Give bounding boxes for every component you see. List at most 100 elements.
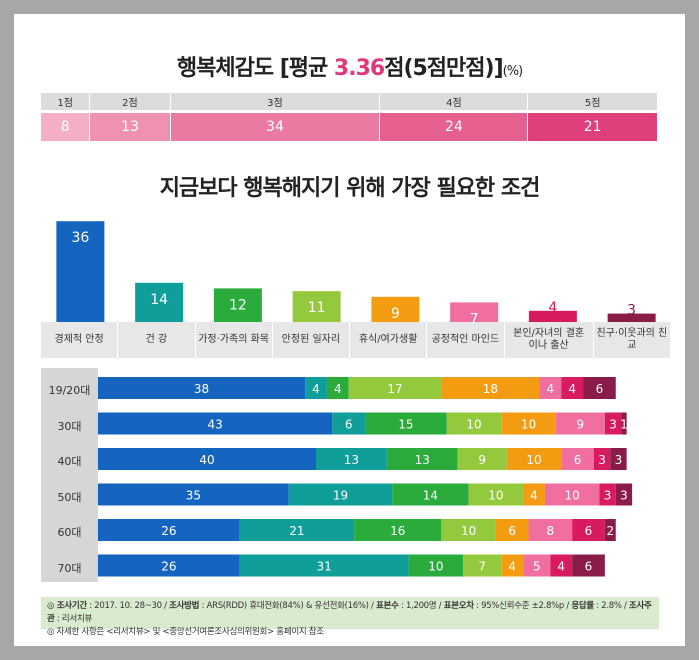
age-group-label: 50대 xyxy=(57,490,82,504)
age-segment xyxy=(316,448,387,470)
footnote-value: : 2.8% / xyxy=(593,601,630,611)
age-segment-label: 10 xyxy=(521,418,536,432)
footnote-key: 표본오차 xyxy=(443,601,474,611)
age-segment-label: 3 xyxy=(615,453,623,467)
scale-value-cell: 24 xyxy=(380,113,529,141)
age-segment xyxy=(98,377,306,399)
age-segment-label: 3 xyxy=(598,453,606,467)
scale-value-cell: 34 xyxy=(170,113,381,141)
footnote-key: 조사방법 xyxy=(169,601,200,611)
age-segment xyxy=(544,483,600,506)
age-group-label: 30대 xyxy=(57,419,82,433)
happiness-title: 행복체감도 [평균 3.36점(5점만점)](%) xyxy=(0,50,699,82)
age-segment xyxy=(572,554,605,577)
age-segment-label: 43 xyxy=(208,418,223,432)
age-segment-label: 6 xyxy=(508,524,516,538)
age-segment-label: 4 xyxy=(557,560,565,574)
age-segment-label: 9 xyxy=(577,418,585,432)
age-segment xyxy=(98,519,240,541)
age-segment xyxy=(441,519,496,541)
scale-header-cell: 5점 xyxy=(528,93,658,110)
age-segment xyxy=(441,377,540,399)
age-segment xyxy=(463,554,502,577)
footnote-key: 표본수 xyxy=(376,601,399,611)
age-segment-label: 5 xyxy=(533,560,541,574)
footnote-value: : ARS(RDD) 휴대전화(84%) & 유선전화(16%) / xyxy=(199,601,377,611)
age-segment-label: 14 xyxy=(423,489,438,503)
scale-header-row: 1점 2점 3점 4점 5점 xyxy=(41,93,658,110)
age-segment-label: 7 xyxy=(478,560,486,574)
age-segment xyxy=(239,554,409,577)
condition-bar-label: 12 xyxy=(229,297,247,313)
age-group-column: 19/20대 30대 40대 50대 60대 70대 xyxy=(41,368,98,582)
age-segment-label: 1 xyxy=(620,418,628,432)
age-segment xyxy=(621,412,627,435)
age-segment-label: 10 xyxy=(428,560,443,574)
age-segment-label: 26 xyxy=(161,524,176,538)
age-segment xyxy=(98,483,289,506)
age-segment xyxy=(354,519,442,541)
age-segment xyxy=(98,448,316,470)
age-segment-label: 3 xyxy=(620,489,628,503)
footnote-line-1: ◎ 조사기간 : 2017. 10. 28~30 / 조사방법 : ARS(RD… xyxy=(47,600,653,626)
age-segment-label: 10 xyxy=(488,489,503,503)
age-segment xyxy=(599,483,616,506)
age-segment-label: 40 xyxy=(199,453,214,467)
age-segment-label: 18 xyxy=(483,382,498,396)
age-group-label: 19/20대 xyxy=(48,384,91,397)
age-segment xyxy=(555,412,605,435)
scale-header-cell: 2점 xyxy=(90,93,171,110)
age-segment-label: 26 xyxy=(161,560,176,574)
age-segment xyxy=(550,554,573,577)
age-segment xyxy=(392,483,469,506)
age-segment-label: 17 xyxy=(387,382,402,396)
age-segment xyxy=(288,483,393,506)
age-segment xyxy=(457,448,507,470)
scale-value-cell: 13 xyxy=(90,113,171,141)
age-segment-label: 4 xyxy=(508,560,516,574)
title-suffix: 점(5점만점)] xyxy=(384,56,503,81)
age-segment-label: 8 xyxy=(547,524,555,538)
condition-category-label: 본인/자녀의 결혼이나 출산 xyxy=(505,322,594,358)
average-score: 3.36 xyxy=(333,56,385,81)
age-segment xyxy=(610,448,627,470)
footnote-key: ◎ 조사기간 xyxy=(47,601,87,611)
age-segment-label: 4 xyxy=(334,382,342,396)
footnote-value: : 리서치뷰 xyxy=(54,614,92,624)
age-segment xyxy=(446,412,502,435)
condition-bar-label: 9 xyxy=(391,306,400,322)
condition-category-label: 친구·이웃과의 친교 xyxy=(594,322,671,358)
age-segment-label: 2 xyxy=(606,524,614,538)
age-segment-label: 6 xyxy=(345,418,353,432)
condition-category-label: 안정된 일자리 xyxy=(273,322,350,358)
condition-category-label: 공정적인 마인드 xyxy=(427,322,505,358)
condition-bar xyxy=(607,313,656,322)
age-segment-label: 31 xyxy=(317,560,332,574)
condition-category-row: 경제적 안정 건 강 가정·가족의 화목 안정된 일자리 휴식/여가생활 공정적인 마인드… xyxy=(41,322,671,358)
age-segment xyxy=(561,377,584,399)
age-segment xyxy=(239,519,355,541)
age-segment xyxy=(365,412,447,435)
condition-category-label: 경제적 안정 xyxy=(41,322,119,358)
condition-bar xyxy=(292,291,341,322)
age-segment xyxy=(561,448,594,470)
age-segment xyxy=(523,483,545,506)
age-group-label: 60대 xyxy=(57,526,82,539)
age-segment xyxy=(98,554,240,577)
age-segment-label: 6 xyxy=(596,382,604,396)
age-segment-label: 4 xyxy=(568,382,576,396)
age-segment-label: 6 xyxy=(574,453,582,467)
age-segment xyxy=(604,519,616,541)
scale-header-cell: 1점 xyxy=(41,93,91,110)
age-segment xyxy=(332,412,366,435)
age-segment-label: 21 xyxy=(289,524,304,538)
age-segment-label: 15 xyxy=(398,418,413,432)
condition-category-label: 휴식/여가생활 xyxy=(350,322,428,358)
condition-category-label: 가정·가족의 화목 xyxy=(196,322,273,358)
age-segment-label: 4 xyxy=(530,489,538,503)
age-segment xyxy=(593,448,611,470)
condition-bar xyxy=(528,310,577,322)
condition-bar xyxy=(371,296,420,322)
age-segment-label: 13 xyxy=(344,453,359,467)
